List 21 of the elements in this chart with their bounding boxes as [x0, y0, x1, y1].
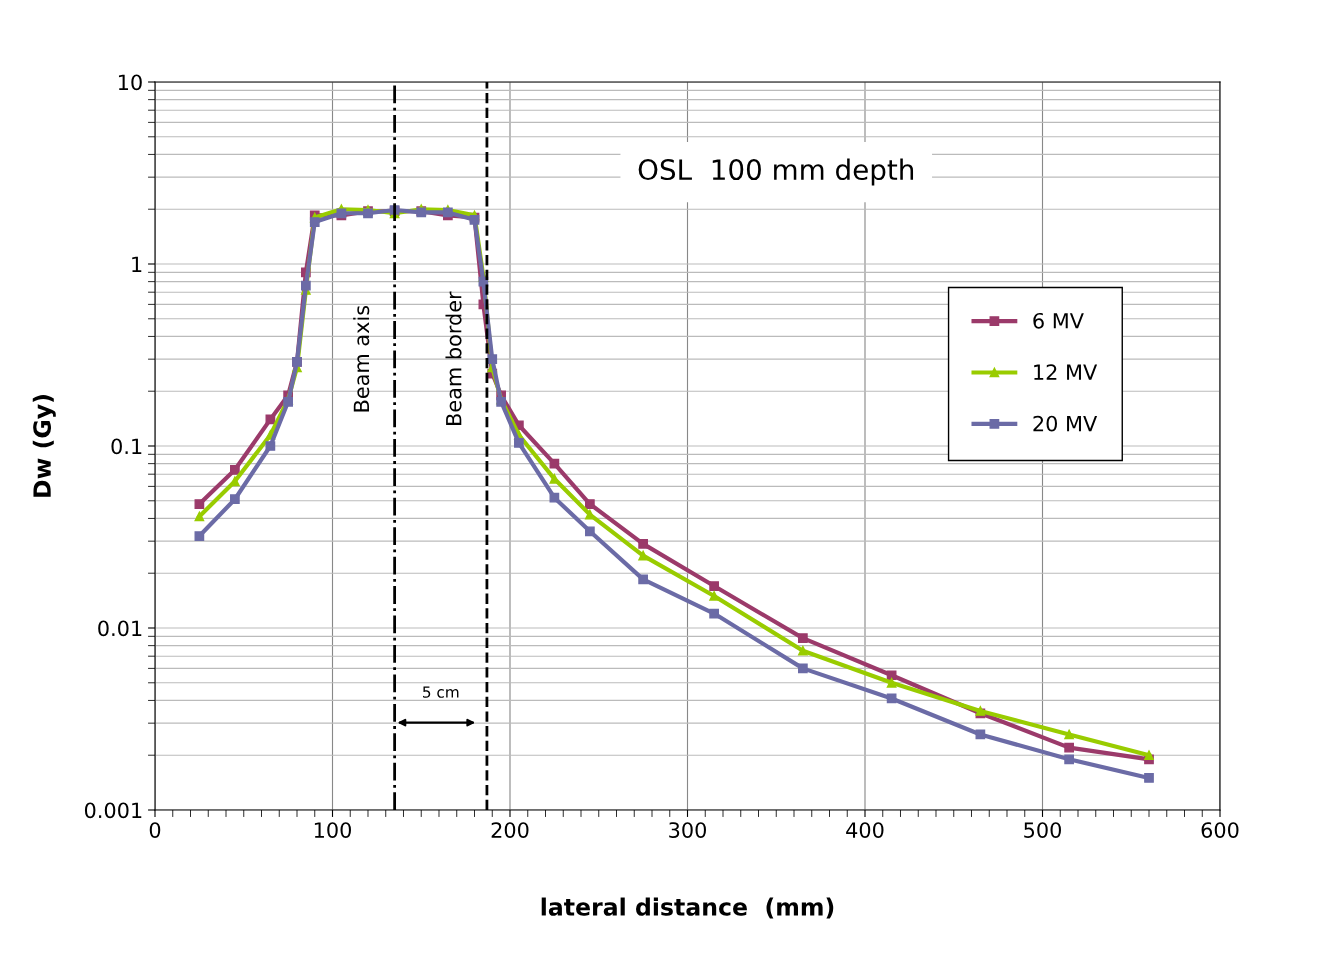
text: OSL 100 mm depth [638, 158, 914, 186]
x-tick-label: 0 [149, 822, 161, 838]
y-tick-label: 10 [118, 74, 142, 91]
x-tick-label: 200 [491, 822, 529, 838]
ref-line-label: Beam axis [353, 305, 370, 412]
y-tick-label: 0.001 [84, 802, 142, 819]
x-tick-label: 300 [669, 822, 706, 838]
legend-label: 12 MV [1034, 364, 1098, 380]
legend-label: 6 MV [1033, 312, 1084, 329]
x-tick-label: 600 [1201, 822, 1239, 838]
y-axis-title: Dw (Gy) [32, 395, 56, 497]
annotation: 5 cm [423, 686, 459, 698]
ref-line-label: Beam border [445, 291, 462, 425]
x-axis-title: lateral distance (mm) [541, 897, 834, 919]
legend-label: 20 MV [1033, 415, 1098, 432]
x-tick-label: 400 [846, 822, 884, 838]
y-tick-label: 0.1 [111, 438, 142, 455]
y-tick-label: 1 [132, 256, 142, 272]
y-tick-label: 0.01 [98, 620, 142, 637]
x-tick-label: 500 [1024, 822, 1061, 838]
x-tick-label: 100 [314, 822, 351, 838]
